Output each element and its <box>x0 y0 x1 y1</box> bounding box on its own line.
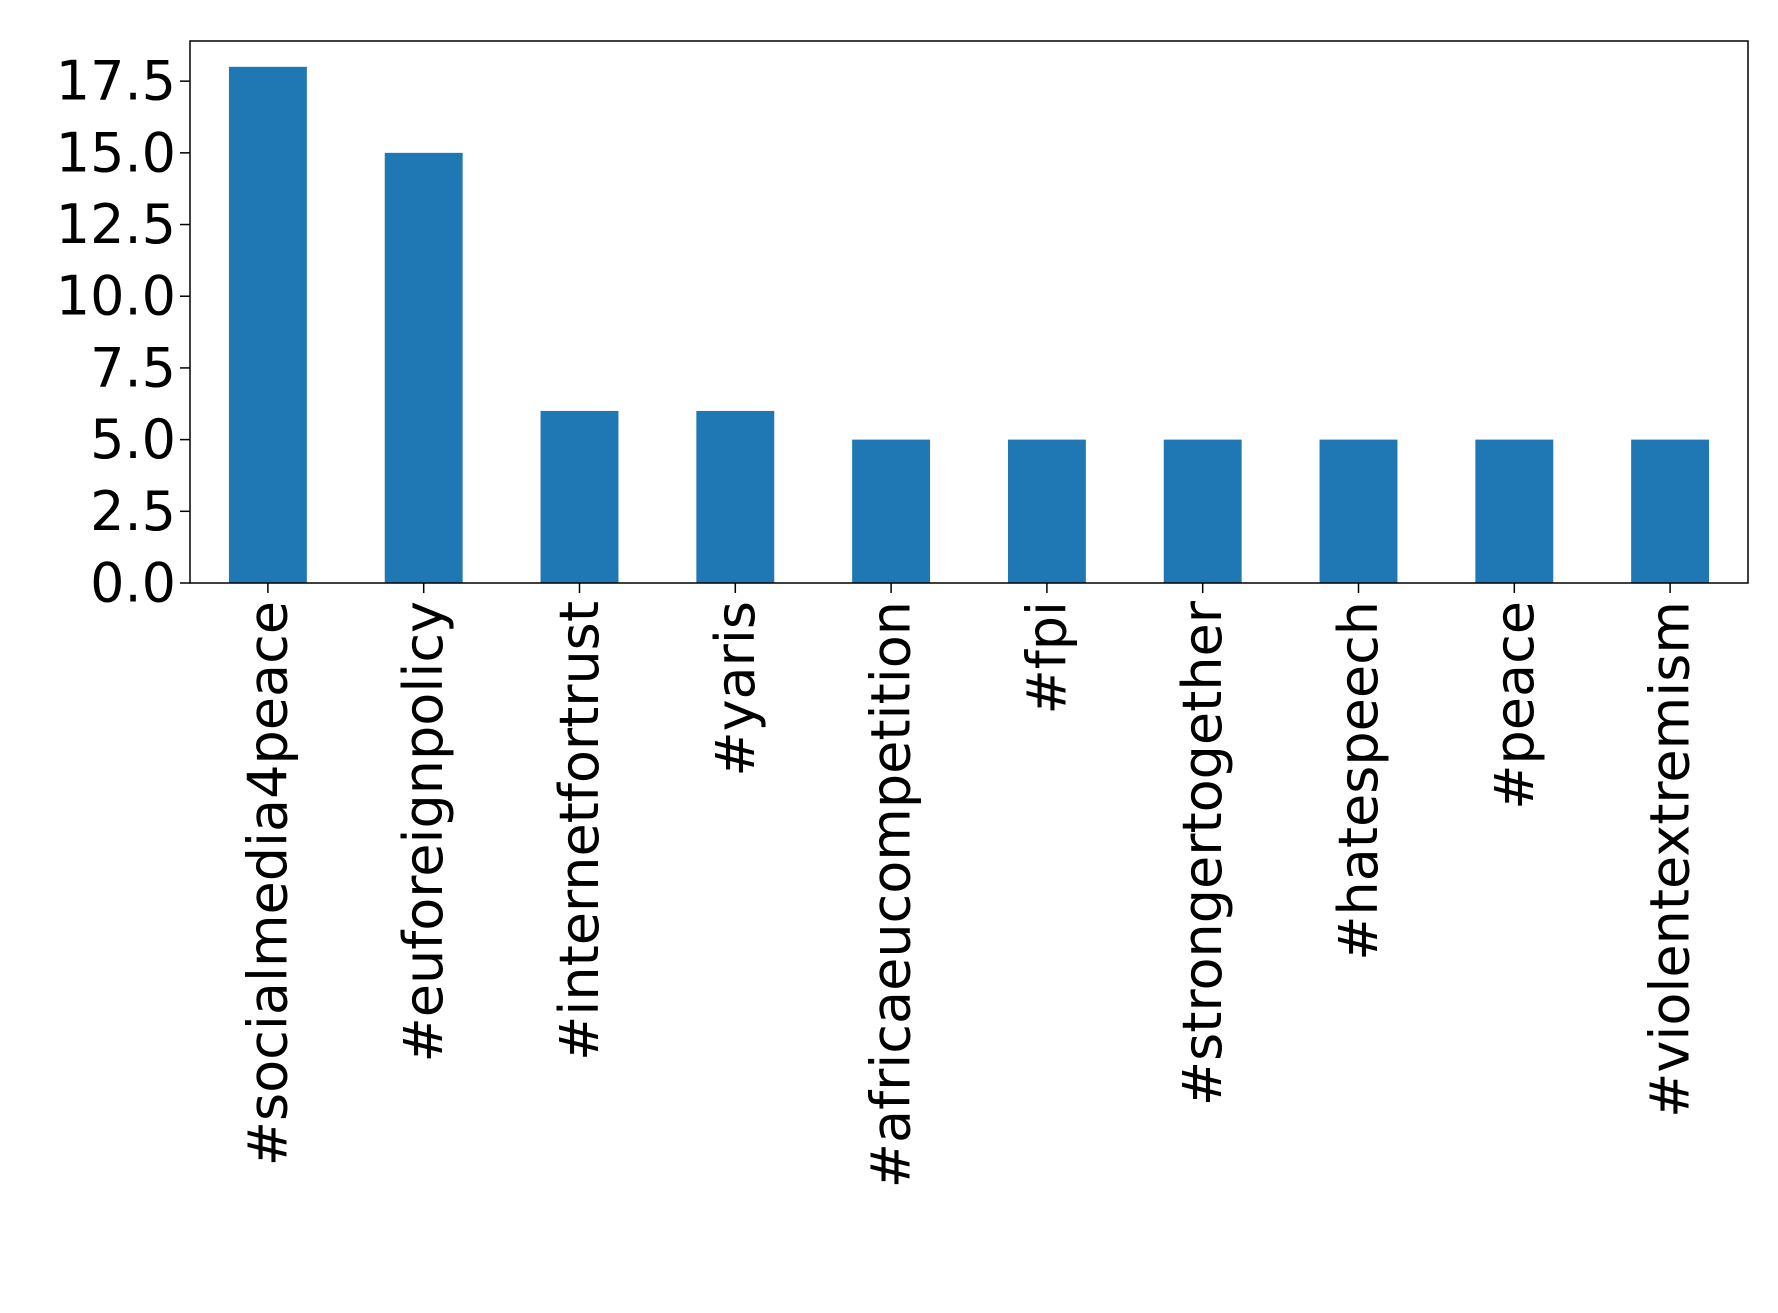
y-tick-label: 2.5 <box>90 480 176 543</box>
y-tick-label: 7.5 <box>90 336 176 399</box>
y-tick-label: 5.0 <box>90 408 176 471</box>
y-tick-label: 17.5 <box>56 50 176 113</box>
x-tick-label: #peace <box>1483 601 1546 810</box>
y-axis-ticks: 0.0 2.5 5.0 7.5 10.0 12.5 15.0 17.5 <box>56 50 190 615</box>
bar <box>384 152 463 584</box>
y-tick-label: 0.0 <box>90 552 176 615</box>
bar <box>1319 439 1398 583</box>
plot-frame <box>189 40 1749 584</box>
x-tick-label: #yaris <box>704 601 767 777</box>
bar <box>1007 439 1086 583</box>
x-tick-label: #euforeignpolicy <box>392 601 455 1062</box>
x-tick-label: #africaeucompetition <box>860 601 923 1188</box>
x-axis-ticks: #socialmedia4peace #euforeignpolicy #inter… <box>236 583 1702 1188</box>
x-tick-label: #socialmedia4peace <box>236 601 299 1166</box>
bar <box>1475 439 1554 583</box>
x-tick-label: #strongertogether <box>1171 600 1234 1106</box>
y-tick-label: 10.0 <box>56 265 176 328</box>
y-tick-label: 15.0 <box>56 121 176 184</box>
bar <box>696 410 775 583</box>
bar <box>852 439 931 583</box>
bar <box>540 410 619 583</box>
y-tick-label: 12.5 <box>56 193 176 256</box>
bar <box>1631 439 1710 583</box>
x-tick-label: #fpi <box>1015 601 1078 715</box>
bars-group <box>228 66 1710 584</box>
x-tick-label: #violentextremism <box>1639 601 1702 1118</box>
bar <box>228 66 307 584</box>
x-tick-label: #hatespeech <box>1327 601 1390 961</box>
bar <box>1163 439 1242 583</box>
x-tick-label: #internetfortrust <box>548 601 611 1061</box>
